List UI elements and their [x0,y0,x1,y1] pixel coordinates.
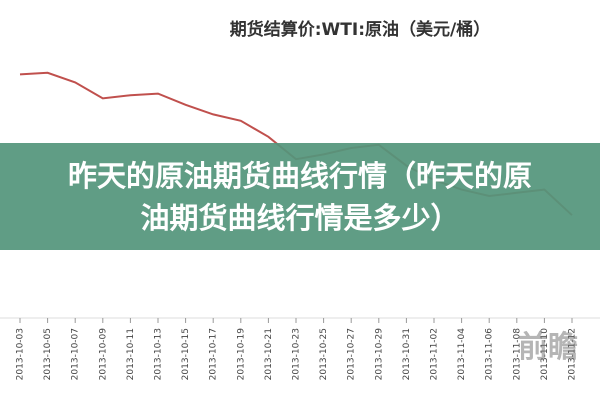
x-tick-label: 2013-10-23 [292,328,302,380]
chart-title: 期货结算价:WTI:原油（美元/桶） [230,19,490,40]
x-tick-label: 2013-11-02 [430,328,440,380]
watermark: 前瞻 [518,330,578,365]
x-tick-label: 2013-10-27 [347,328,357,380]
banner: 昨天的原油期货曲线行情（昨天的原油期货曲线行情是多少） [0,143,600,250]
x-tick-label: 2013-10-17 [209,328,219,380]
x-tick-label: 2013-10-21 [264,328,274,380]
x-tick-label: 2013-10-29 [374,328,384,381]
x-tick-label: 2013-11-06 [485,328,495,381]
x-tick-label: 2013-11-12 [568,328,578,380]
x-tick-label: 2013-10-11 [126,328,136,380]
x-tick-label: 2013-11-08 [512,328,522,381]
x-tick-label: 2013-10-07 [71,328,81,380]
x-tick-label: 2013-10-13 [154,328,164,380]
banner-text: 昨天的原油期货曲线行情（昨天的原油期货曲线行情是多少） [67,158,532,235]
x-tick-label: 2013-10-03 [16,328,26,380]
x-tick-label: 2013-10-25 [319,328,329,380]
x-tick-label: 2013-10-09 [98,328,108,381]
x-tick-label: 2013-10-15 [181,328,191,380]
x-tick-label: 2013-11-10 [540,328,550,381]
x-tick-label: 2013-11-04 [457,328,467,381]
x-tick-label: 2013-10-31 [402,328,412,380]
x-tick-label: 2013-10-05 [43,328,53,380]
x-tick-label: 2013-10-19 [236,328,246,381]
